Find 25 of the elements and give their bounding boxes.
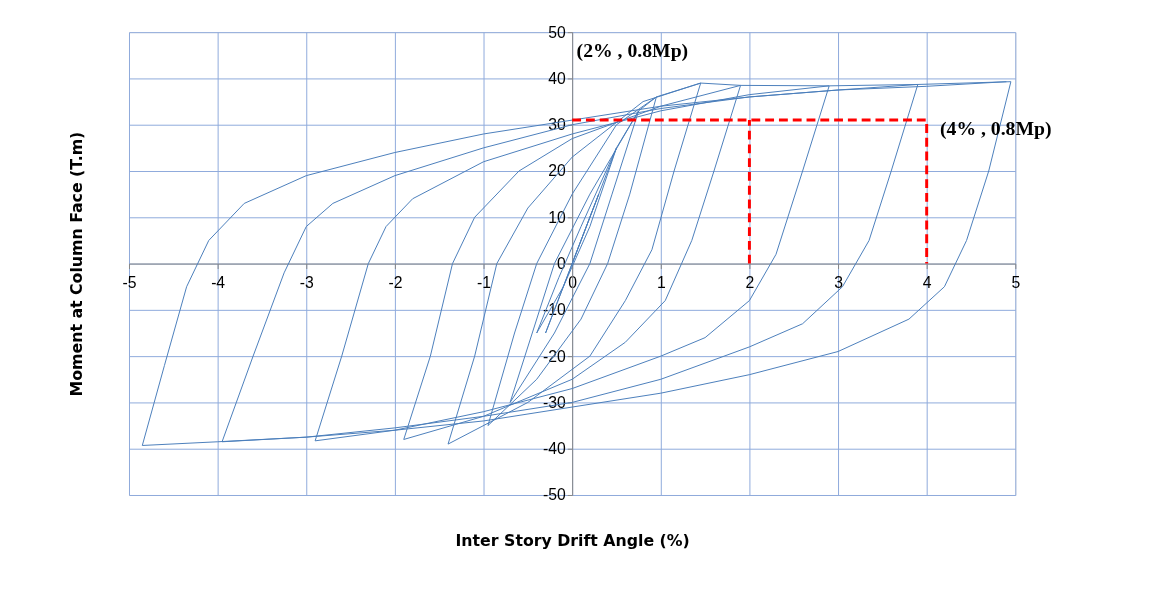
x-tick-label: -2 (388, 273, 403, 291)
annotation: (2% , 0.8Mp) (576, 38, 689, 62)
y-tick-label: 30 (548, 116, 566, 134)
y-tick-label: 0 (556, 254, 566, 272)
y-tick-label: -40 (542, 440, 566, 458)
y-tick-label: 10 (548, 208, 566, 226)
x-tick-label: 4 (922, 273, 932, 291)
y-tick-label: -50 (542, 486, 566, 504)
y-tick-label: 20 (548, 162, 566, 180)
x-tick-label: -4 (211, 273, 226, 291)
y-tick-label: -30 (542, 393, 566, 411)
y-tick-label: -20 (542, 347, 566, 365)
x-tick-label: 2 (745, 273, 755, 291)
x-tick-label: 3 (834, 273, 844, 291)
x-tick-label: -5 (122, 273, 137, 291)
y-tick-label: 50 (548, 23, 566, 41)
x-tick-label: 0 (568, 273, 578, 291)
x-tick-label: 1 (656, 273, 666, 291)
y-tick-label: 40 (548, 69, 566, 87)
annotation: (4% , 0.8Mp) (939, 117, 1052, 141)
x-tick-label: -3 (299, 273, 314, 291)
y-axis-title: Moment at Column Face (T.m) (67, 131, 87, 397)
x-tick-label: 5 (1011, 273, 1021, 291)
x-axis-title: Inter Story Drift Angle (%) (455, 530, 690, 550)
x-tick-label: -1 (477, 273, 492, 291)
